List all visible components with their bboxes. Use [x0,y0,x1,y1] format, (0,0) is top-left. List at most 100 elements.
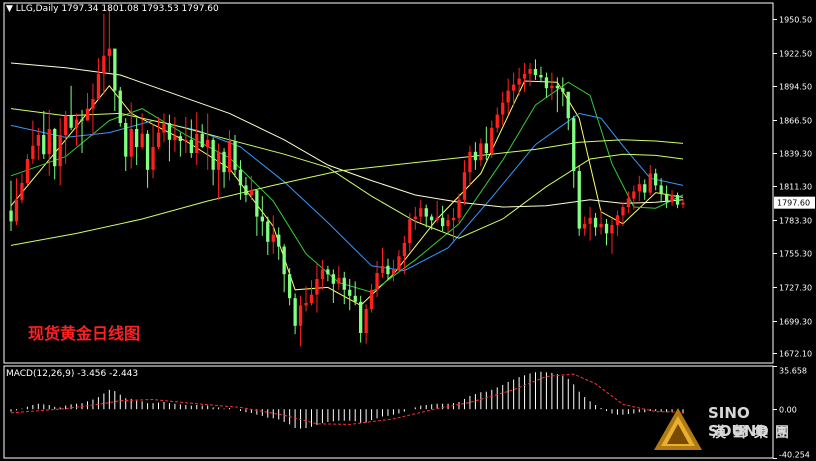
candle-body [681,202,685,205]
candle-body [58,135,62,167]
macd-tick-label: 35.658 [779,367,807,376]
candle-body [249,190,254,195]
macd-tick-label: 0.00 [779,406,797,415]
candle-body [550,85,554,89]
candle-body [577,171,581,229]
candle-body [473,151,478,161]
candle-body [14,199,19,222]
candle-body [309,294,314,303]
candle-body [238,169,243,186]
macd-values: -3.456 -2.443 [77,369,139,379]
candle-body [397,256,401,270]
candle-body [211,139,215,170]
candle-body [206,139,210,147]
candle-body [364,309,368,333]
ohlc-label: 1797.34 1801.08 1793.53 1797.60 [61,4,219,14]
price-tick-label: 1894.50 [779,83,812,92]
sino-sound-logo: SINO SOUND 漢聲集團 [652,404,812,458]
candle-body [539,75,543,78]
candle-body [441,217,445,227]
candle-body [326,269,330,275]
candle-body [282,246,286,275]
candle-body [244,185,248,195]
candle-body [64,115,68,135]
candle-body [375,273,379,290]
price-tick-label: 1783.30 [779,217,812,226]
candle-body [277,234,281,247]
candle-body [506,90,510,103]
candle-body [544,77,549,89]
candle-body [266,221,270,242]
candle-body [632,191,636,199]
moving-average-line [10,80,684,307]
candle-body [217,151,221,170]
candle-body [113,48,117,91]
candle-body [255,190,259,217]
candle-body [124,123,128,157]
candle-body [288,274,292,299]
last-price-tag [774,196,815,209]
candle-body [528,69,532,74]
price-tick-label: 1950.50 [779,16,812,25]
macd-tick-label: -40.254 [779,451,810,460]
candle-body [566,91,570,119]
candle-body [359,301,363,333]
candle-body [555,85,559,89]
candle-body [140,133,144,147]
price-tick-label: 1755.30 [779,250,812,259]
price-tick-label: 1839.30 [779,150,812,159]
candle-body [189,139,193,153]
moving-average-line [10,139,684,246]
candle-body [424,208,428,217]
candle-body [25,159,30,183]
symbol-label: LLG,Daily [15,4,59,14]
chart-header: ▼ LLG,Daily 1797.34 1801.08 1793.53 1797… [6,4,219,14]
candle-body [561,88,565,92]
candle-body [293,298,297,326]
candle-body [353,295,357,302]
candle-body [588,217,592,224]
candle-body [610,225,614,234]
candle-body [320,269,325,279]
candle-body [495,114,499,128]
candle-body [20,183,24,200]
price-tick-label: 1866.50 [779,117,812,126]
candle-body [484,143,488,153]
candle-body [643,184,647,193]
logo-text-en: SINO SOUND [708,404,769,440]
candle-body [200,133,204,147]
candle-body [85,108,90,121]
candle-body [517,78,521,85]
candle-body [91,99,95,109]
macd-panel-border [3,365,774,459]
candle-body [74,119,79,128]
candle-body [468,151,472,173]
macd-label: MACD(12,26,9) [6,369,75,379]
candle-body [675,195,680,205]
macd-signal-line [10,373,684,425]
candle-body [637,184,641,192]
candle-body [135,129,139,147]
candle-body [479,143,483,161]
candle-body [583,223,587,229]
candle-body [462,172,467,200]
chart-menu-icon[interactable]: ▼ [6,4,13,14]
candle-body [386,265,390,275]
candle-body [227,141,232,173]
candle-body [162,123,166,133]
candle-body [47,129,51,155]
candle-body [184,139,188,141]
price-tick-label: 1811.30 [779,183,812,192]
candle-body [457,199,461,218]
candle-body [222,151,226,173]
candle-body [31,145,35,159]
candle-body [145,133,150,170]
candle-body [419,208,423,217]
candle-body [173,136,177,140]
candle-body [670,195,674,203]
candle-body [118,90,122,123]
candle-body [69,115,73,128]
candle-body [593,217,598,228]
